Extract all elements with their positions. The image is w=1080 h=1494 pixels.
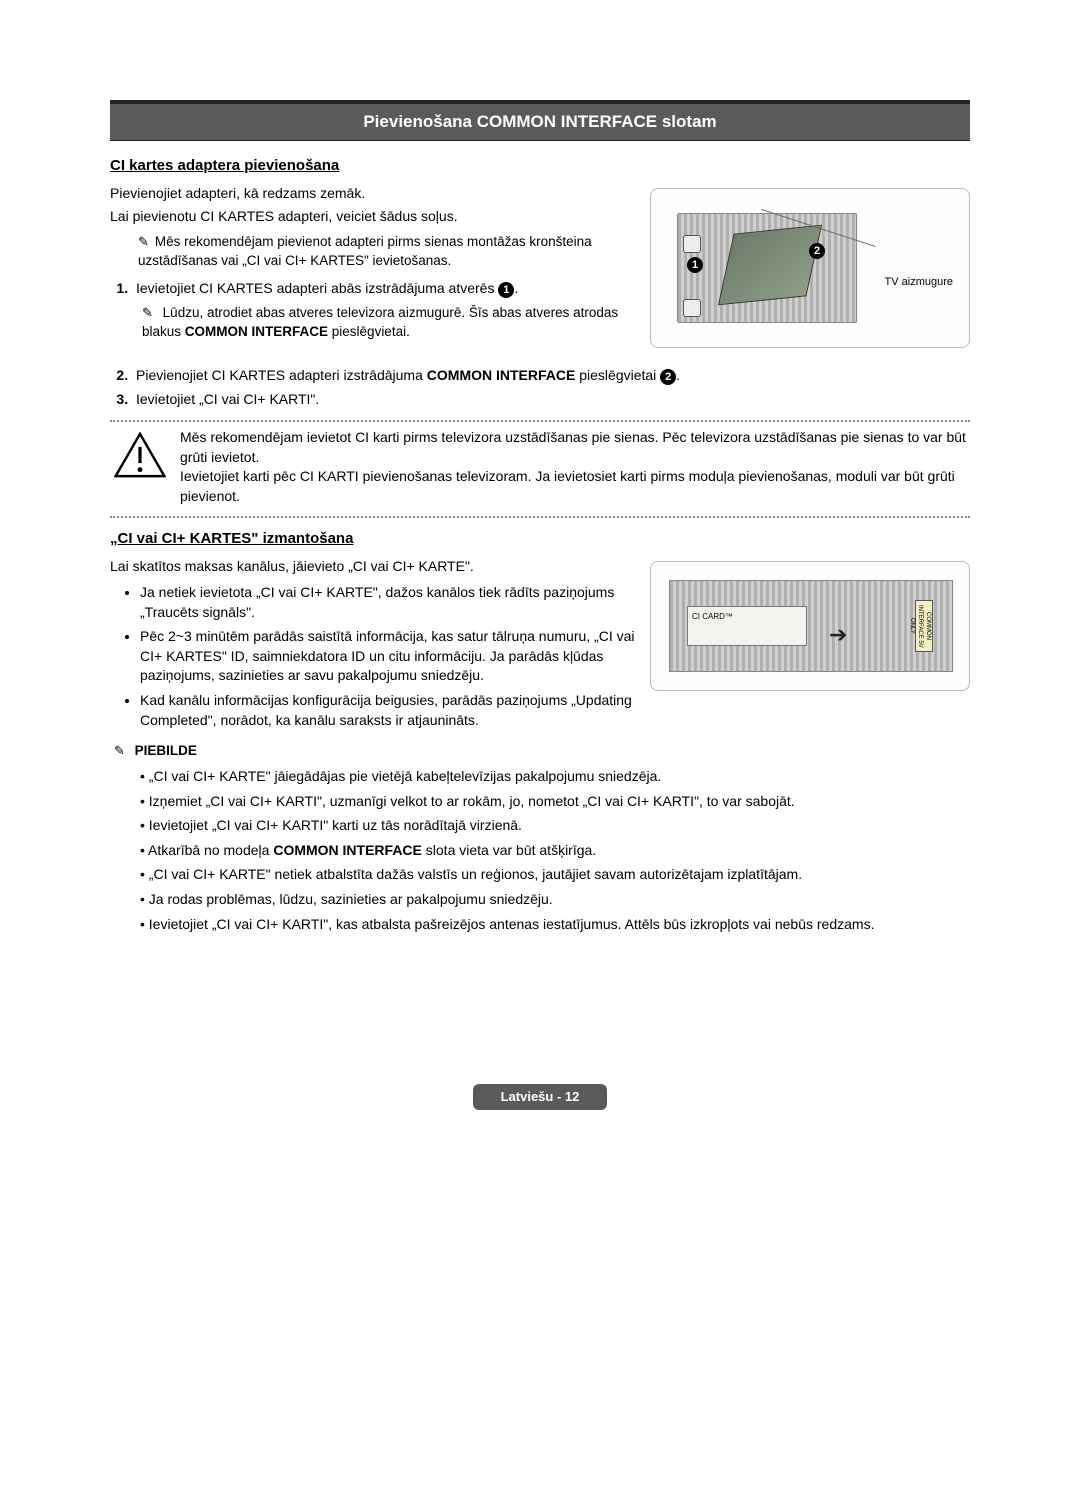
dotted-separator-bottom: [110, 516, 970, 518]
insert-arrow-icon: ➔: [829, 620, 847, 651]
note-item-7: Ievietojiet „CI vai CI+ KARTI", kas atba…: [154, 915, 970, 935]
bullet-3: Kad kanālu informācijas konfigurācija be…: [140, 691, 970, 730]
slot-label: COMMON INTERFACE 5V ONLY: [915, 600, 933, 652]
steps-list-cont: Pievienojiet CI KARTES adapteri izstrādā…: [132, 366, 970, 410]
note-item-3: Ievietojiet „CI vai CI+ KARTI" karti uz …: [154, 816, 970, 836]
step-2: Pievienojiet CI KARTES adapteri izstrādā…: [132, 366, 970, 386]
illustration-slot: CI CARD™ ➔ COMMON INTERFACE 5V ONLY: [650, 561, 970, 691]
warning-text-1: Mēs rekomendējam ievietot CI karti pirms…: [180, 428, 970, 467]
illustration-adapter: 1 2 TV aizmugure: [650, 188, 970, 348]
step-3: Ievietojiet „CI vai CI+ KARTI".: [132, 390, 970, 410]
piebilde-heading: PIEBILDE: [114, 742, 970, 761]
warning-text-2: Ievietojiet karti pēc CI KARTI pievienoš…: [180, 467, 970, 506]
subheading-adapter: CI kartes adaptera pievienošana: [110, 155, 970, 176]
dotted-separator-top: [110, 420, 970, 422]
note-item-6: Ja rodas problēmas, lūdzu, sazinieties a…: [154, 890, 970, 910]
note-item-2: Izņemiet „CI vai CI+ KARTI", uzmanīgi ve…: [154, 792, 970, 812]
ci-card-graphic: CI CARD™: [687, 606, 807, 646]
note-item-5: „CI vai CI+ KARTE" netiek atbalstīta daž…: [154, 865, 970, 885]
page-number: Latviešu - 12: [473, 1084, 608, 1110]
tv-back-label: TV aizmugure: [885, 275, 953, 290]
subheading-usage: „CI vai CI+ KARTES" izmantošana: [110, 528, 970, 549]
note-item-1: „CI vai CI+ KARTE" jāiegādājas pie vietē…: [154, 767, 970, 787]
note-item-4: Atkarībā no modeļa COMMON INTERFACE slot…: [154, 841, 970, 861]
warning-triangle-icon: [114, 432, 166, 478]
warning-block: Mēs rekomendējam ievietot CI karti pirms…: [110, 428, 970, 506]
page-footer: Latviešu - 12: [110, 1084, 970, 1110]
piebilde-list: „CI vai CI+ KARTE" jāiegādājas pie vietē…: [154, 767, 970, 934]
section-banner: Pievienošana COMMON INTERFACE slotam: [110, 100, 970, 141]
